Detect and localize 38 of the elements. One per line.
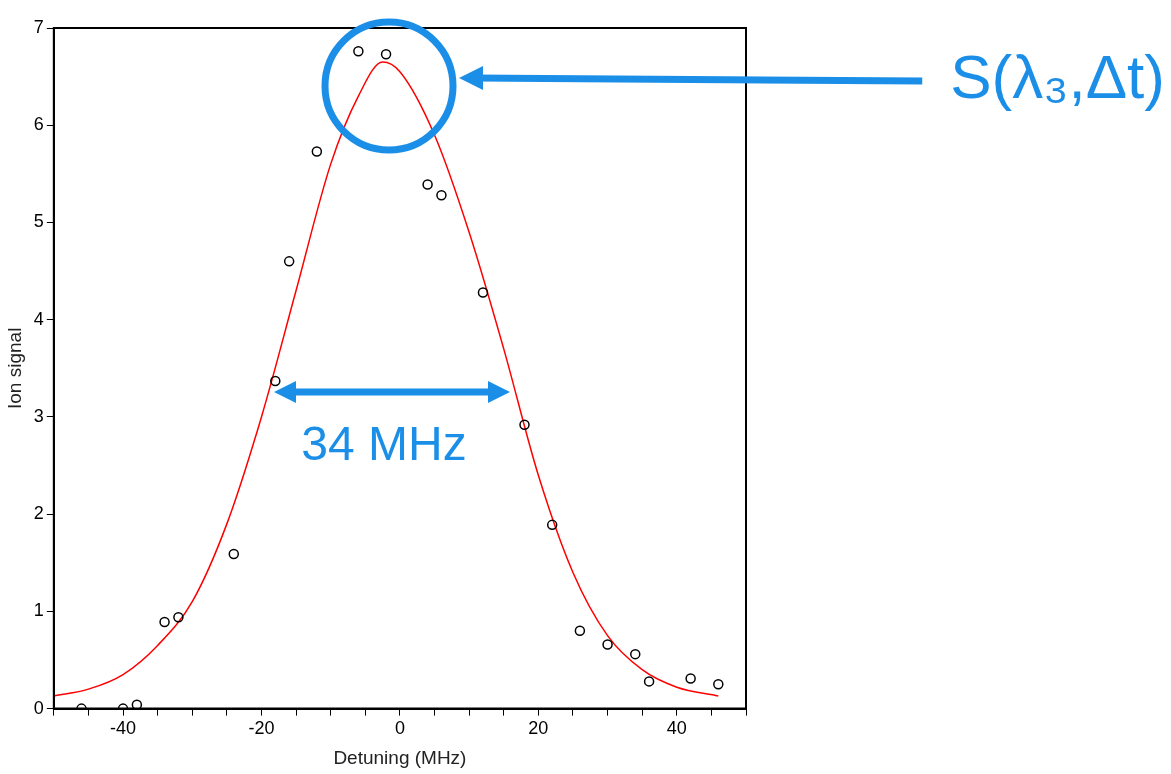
point: [228, 548, 240, 560]
y-tick-label: 5: [33, 211, 44, 232]
y-tick-label: 0: [33, 697, 44, 718]
point: [436, 189, 447, 201]
point: [270, 375, 281, 387]
point: [131, 699, 143, 709]
point: [602, 639, 613, 650]
point: [519, 419, 530, 430]
point: [422, 179, 433, 190]
point: [353, 46, 364, 57]
y-tick-label: 1: [33, 600, 44, 621]
point: [477, 287, 489, 298]
y-tick-label: 2: [33, 503, 44, 524]
point: [173, 611, 184, 623]
point: [630, 648, 641, 660]
line-series: [53, 61, 720, 697]
text: S(λ₃,Δt): [950, 42, 1165, 112]
y-tick-label: 3: [33, 405, 44, 426]
y-tick-label: 4: [33, 308, 44, 329]
point: [574, 625, 586, 637]
point: [713, 679, 724, 690]
point: [311, 146, 323, 157]
point: [643, 676, 655, 687]
x-axis-title: Detuning (MHz): [333, 746, 467, 768]
y-tick-label: 7: [33, 16, 44, 37]
point: [380, 49, 392, 60]
x-tick-label: 20: [528, 718, 549, 739]
point: [546, 519, 558, 531]
x-tick-label: -40: [110, 718, 137, 739]
y-tick-label: 6: [33, 114, 44, 135]
x-tick-label: 0: [394, 718, 405, 739]
annotation: 34 MHz: [301, 417, 467, 471]
point: [283, 256, 295, 267]
x-tick-label: 40: [666, 718, 687, 739]
point: [685, 673, 696, 684]
y-axis-title: Ion signal: [3, 327, 25, 409]
point: [159, 616, 170, 628]
x-tick-label: -20: [248, 718, 275, 739]
